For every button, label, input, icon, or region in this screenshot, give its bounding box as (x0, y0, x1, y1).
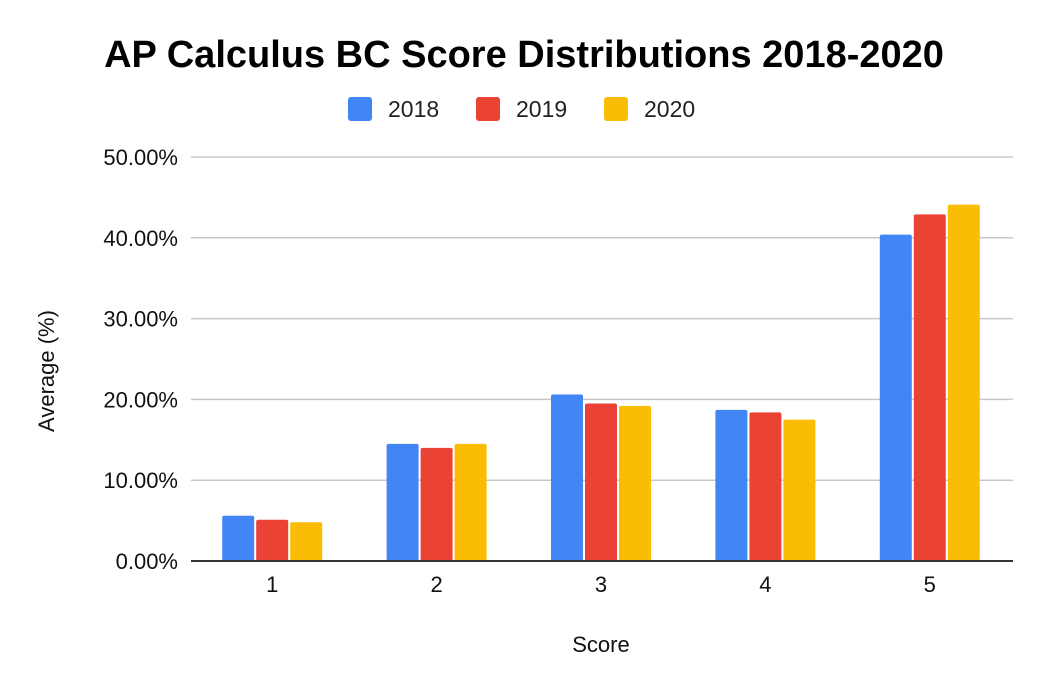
bar-2019-score-2 (420, 447, 453, 561)
bar-2018-score-3 (551, 394, 583, 561)
y-tick-label: 10.00% (103, 468, 178, 493)
legend-swatch-2018 (348, 97, 372, 121)
y-axis-label: Average (%) (34, 310, 59, 432)
bar-2019-score-3 (585, 403, 617, 561)
bar-2018-score-5 (879, 234, 912, 561)
legend-label-2018: 2018 (388, 96, 439, 122)
bar-group (222, 204, 980, 562)
grid-lines (191, 156, 1013, 481)
bar-2020-score-1 (290, 522, 323, 561)
bar-2020-score-2 (454, 443, 487, 561)
y-tick-label: 20.00% (103, 387, 178, 412)
bar-2018-score-1 (222, 515, 255, 561)
legend-label-2020: 2020 (644, 96, 695, 122)
chart-legend: 2018 2019 2020 (348, 96, 695, 122)
bar-2019-score-5 (913, 214, 946, 562)
x-tick-label: 3 (595, 572, 607, 597)
x-tick-label: 5 (924, 572, 936, 597)
x-axis-ticks: 1 2 3 4 5 (266, 572, 936, 597)
y-tick-label: 0.00% (116, 549, 178, 574)
bar-2018-score-2 (386, 443, 419, 561)
bar-2019-score-1 (256, 519, 289, 561)
x-tick-label: 1 (266, 572, 278, 597)
bar-2020-score-5 (947, 204, 980, 561)
legend-label-2019: 2019 (516, 96, 567, 122)
bar-2019-score-4 (749, 412, 782, 561)
bar-2018-score-4 (715, 409, 748, 561)
y-tick-label: 50.00% (103, 145, 178, 170)
x-tick-label: 2 (430, 572, 442, 597)
bar-2020-score-4 (783, 419, 816, 561)
y-tick-label: 30.00% (103, 307, 178, 332)
legend-swatch-2020 (604, 97, 628, 121)
y-axis-ticks: 0.00% 10.00% 20.00% 30.00% 40.00% 50.00% (103, 145, 178, 574)
x-tick-label: 4 (759, 572, 771, 597)
x-axis-label: Score (572, 632, 629, 657)
y-tick-label: 40.00% (103, 226, 178, 251)
bar-2020-score-3 (619, 405, 651, 561)
legend-swatch-2019 (476, 97, 500, 121)
chart-title: AP Calculus BC Score Distributions 2018-… (104, 34, 944, 76)
